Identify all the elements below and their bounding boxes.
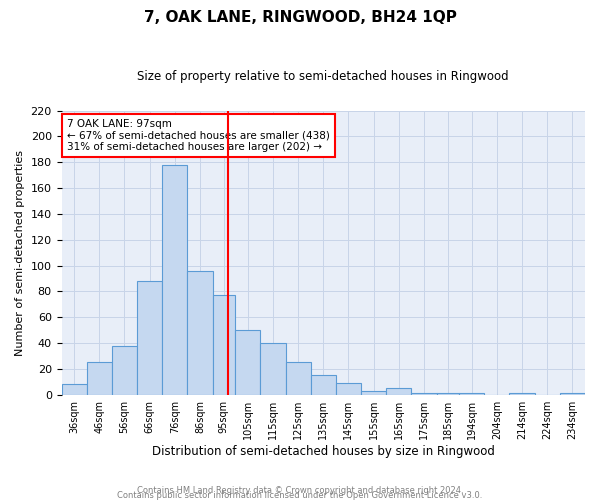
Bar [386,388,412,394]
Bar [286,362,311,394]
Bar [162,165,187,394]
Bar [235,330,260,394]
Bar [187,270,212,394]
Bar [62,384,86,394]
Bar [86,362,112,394]
Bar [137,281,162,394]
Text: 7, OAK LANE, RINGWOOD, BH24 1QP: 7, OAK LANE, RINGWOOD, BH24 1QP [143,10,457,25]
Text: 7 OAK LANE: 97sqm
← 67% of semi-detached houses are smaller (438)
31% of semi-de: 7 OAK LANE: 97sqm ← 67% of semi-detached… [67,119,329,152]
Bar [212,296,235,394]
Bar [260,343,286,394]
X-axis label: Distribution of semi-detached houses by size in Ringwood: Distribution of semi-detached houses by … [152,444,495,458]
Bar [336,383,361,394]
Title: Size of property relative to semi-detached houses in Ringwood: Size of property relative to semi-detach… [137,70,509,83]
Text: Contains public sector information licensed under the Open Government Licence v3: Contains public sector information licen… [118,490,482,500]
Bar [112,346,137,395]
Y-axis label: Number of semi-detached properties: Number of semi-detached properties [15,150,25,356]
Bar [361,391,386,394]
Text: Contains HM Land Registry data © Crown copyright and database right 2024.: Contains HM Land Registry data © Crown c… [137,486,463,495]
Bar [311,376,336,394]
